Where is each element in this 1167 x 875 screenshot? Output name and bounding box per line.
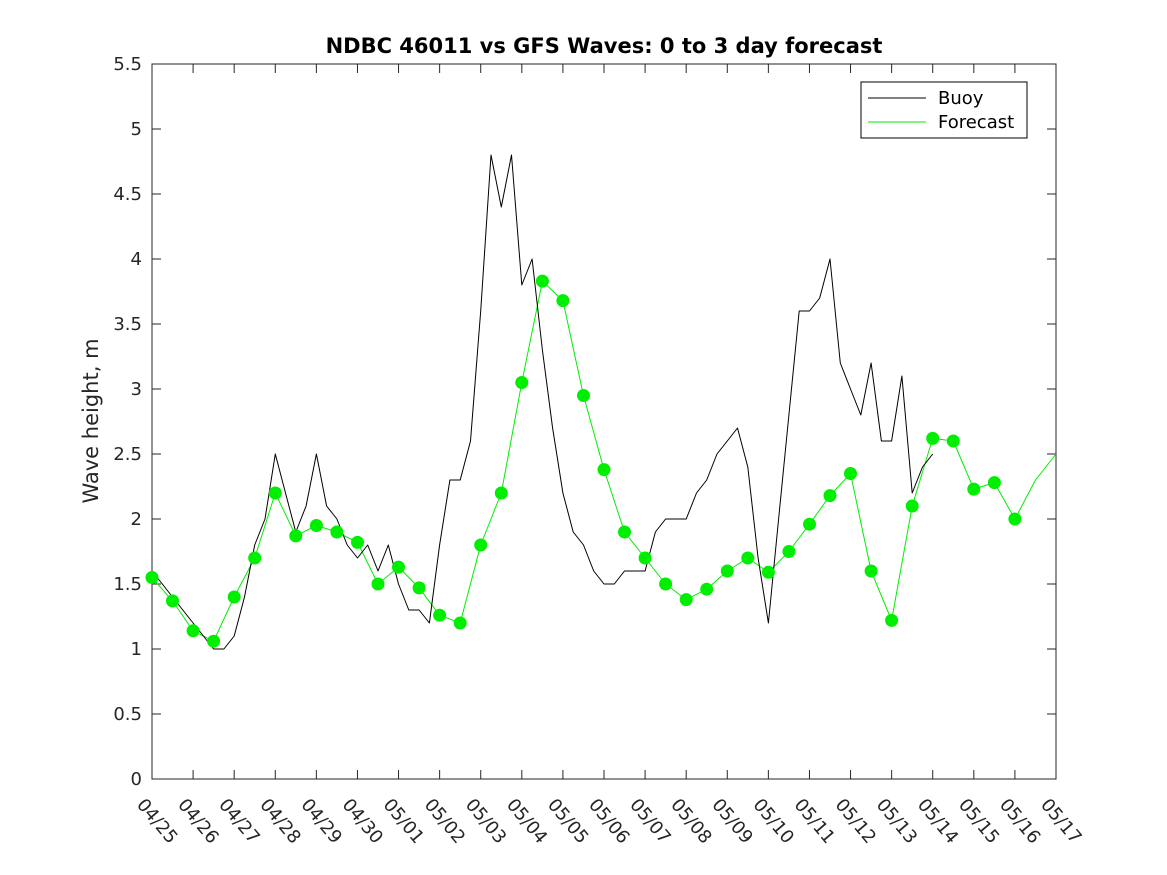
forecast-marker	[700, 582, 714, 596]
forecast-marker	[926, 431, 940, 445]
forecast-marker	[761, 565, 775, 579]
forecast-marker	[864, 564, 878, 578]
forecast-marker	[905, 499, 919, 513]
forecast-marker	[474, 538, 488, 552]
forecast-marker	[145, 571, 159, 584]
forecast-marker	[987, 476, 1001, 490]
forecast-marker	[494, 486, 508, 500]
y-tick-label: 5.5	[113, 54, 142, 75]
forecast-marker	[535, 274, 549, 288]
forecast-marker	[638, 551, 652, 565]
y-tick-label: 3	[131, 379, 142, 400]
y-tick-label: 0	[131, 769, 142, 790]
forecast-marker	[885, 613, 899, 627]
forecast-marker	[556, 294, 570, 308]
forecast-marker	[741, 551, 755, 565]
forecast-marker	[330, 525, 344, 539]
plot-area	[151, 63, 1057, 780]
forecast-marker	[309, 519, 323, 532]
y-tick-label: 1.5	[113, 574, 142, 595]
y-tick-label: 1	[131, 639, 142, 660]
forecast-marker	[967, 482, 981, 496]
forecast-marker	[577, 389, 590, 402]
y-tick-label: 2.5	[113, 444, 142, 465]
forecast-marker	[268, 486, 282, 500]
forecast-marker	[227, 590, 241, 604]
y-tick-label: 4.5	[113, 184, 142, 205]
forecast-markers	[145, 274, 1022, 648]
forecast-marker	[166, 594, 179, 608]
forecast-marker	[946, 434, 960, 448]
y-tick-label: 0.5	[113, 704, 142, 725]
legend-box	[860, 81, 1028, 139]
forecast-marker	[823, 489, 837, 503]
y-tick-label: 2	[131, 509, 142, 530]
forecast-marker	[803, 517, 816, 531]
forecast-marker	[1008, 512, 1022, 526]
forecast-marker	[844, 467, 857, 480]
forecast-marker	[453, 616, 467, 630]
forecast-marker	[186, 624, 200, 638]
y-axis: 0 0.5 1 1.5 2 2.5 3 3.5 4 4.5 5 5.5	[113, 54, 1056, 790]
forecast-marker	[248, 551, 262, 565]
buoy-line	[151, 154, 934, 650]
forecast-marker	[433, 608, 447, 622]
forecast-marker	[782, 545, 796, 558]
legend-forecast-label: Forecast	[938, 112, 1014, 133]
forecast-marker	[412, 581, 426, 595]
forecast-marker	[392, 560, 405, 574]
forecast-marker	[351, 535, 364, 549]
y-tick-label: 5	[131, 119, 142, 140]
forecast-marker	[515, 376, 529, 389]
y-tick-label: 3.5	[113, 314, 142, 335]
forecast-marker	[679, 593, 693, 607]
forecast-marker	[720, 564, 734, 578]
legend-buoy-label: Buoy	[938, 88, 984, 109]
forecast-marker	[289, 529, 303, 543]
forecast-marker	[207, 634, 221, 648]
forecast-marker	[659, 577, 673, 591]
forecast-marker	[371, 577, 385, 591]
chart-title: NDBC 46011 vs GFS Waves: 0 to 3 day fore…	[326, 34, 883, 58]
y-tick-label: 4	[131, 249, 142, 270]
forecast-marker	[597, 463, 611, 477]
y-axis-label: Wave height, m	[79, 338, 103, 503]
forecast-marker	[618, 525, 631, 539]
legend: Buoy Forecast	[860, 81, 1028, 139]
